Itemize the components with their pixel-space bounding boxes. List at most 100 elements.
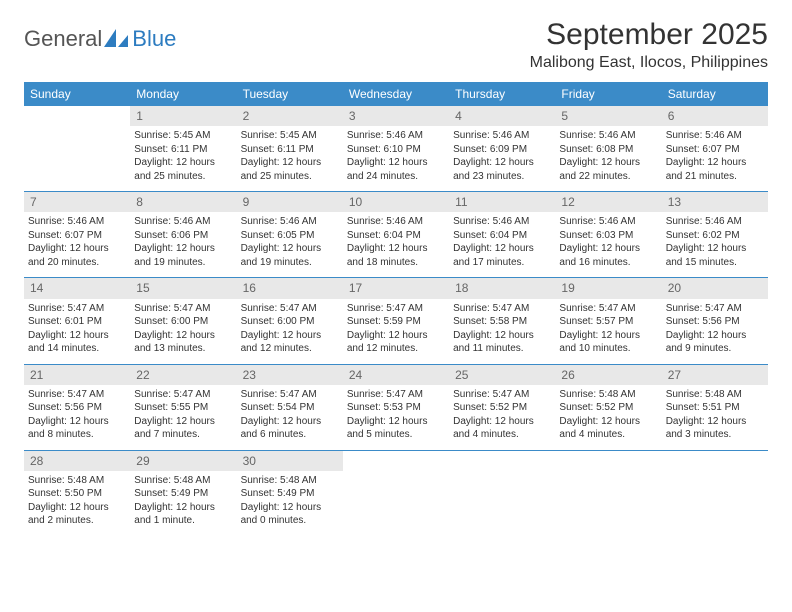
daylight-line-1: Daylight: 12 hours xyxy=(28,501,126,515)
calendar-day-cell: 3Sunrise: 5:46 AMSunset: 6:10 PMDaylight… xyxy=(343,106,449,192)
calendar-day-cell: 25Sunrise: 5:47 AMSunset: 5:52 PMDayligh… xyxy=(449,364,555,450)
calendar-day-cell: 11Sunrise: 5:46 AMSunset: 6:04 PMDayligh… xyxy=(449,192,555,278)
calendar-day-cell xyxy=(343,450,449,536)
daylight-line-2: and 1 minute. xyxy=(134,514,232,528)
sunrise-line: Sunrise: 5:47 AM xyxy=(134,388,232,402)
sunset-line: Sunset: 6:02 PM xyxy=(666,229,764,243)
calendar-week-row: 28Sunrise: 5:48 AMSunset: 5:50 PMDayligh… xyxy=(24,450,768,536)
calendar-day-cell: 13Sunrise: 5:46 AMSunset: 6:02 PMDayligh… xyxy=(662,192,768,278)
calendar-day-cell: 29Sunrise: 5:48 AMSunset: 5:49 PMDayligh… xyxy=(130,450,236,536)
sunset-line: Sunset: 6:08 PM xyxy=(559,143,657,157)
daylight-line-2: and 22 minutes. xyxy=(559,170,657,184)
day-number: 6 xyxy=(662,106,768,126)
calendar-day-cell: 5Sunrise: 5:46 AMSunset: 6:08 PMDaylight… xyxy=(555,106,661,192)
daylight-line-2: and 20 minutes. xyxy=(28,256,126,270)
sunrise-line: Sunrise: 5:47 AM xyxy=(134,302,232,316)
daylight-line-2: and 12 minutes. xyxy=(241,342,339,356)
daylight-line-2: and 25 minutes. xyxy=(241,170,339,184)
sunrise-line: Sunrise: 5:47 AM xyxy=(241,388,339,402)
daylight-line-1: Daylight: 12 hours xyxy=(453,415,551,429)
calendar-day-cell xyxy=(662,450,768,536)
calendar-day-cell xyxy=(449,450,555,536)
daylight-line-1: Daylight: 12 hours xyxy=(666,329,764,343)
sunrise-line: Sunrise: 5:45 AM xyxy=(134,129,232,143)
daylight-line-2: and 17 minutes. xyxy=(453,256,551,270)
daylight-line-1: Daylight: 12 hours xyxy=(666,156,764,170)
calendar-day-cell: 30Sunrise: 5:48 AMSunset: 5:49 PMDayligh… xyxy=(237,450,343,536)
sunset-line: Sunset: 6:00 PM xyxy=(241,315,339,329)
daylight-line-1: Daylight: 12 hours xyxy=(559,242,657,256)
daylight-line-2: and 25 minutes. xyxy=(134,170,232,184)
calendar-day-cell: 15Sunrise: 5:47 AMSunset: 6:00 PMDayligh… xyxy=(130,278,236,364)
daylight-line-2: and 5 minutes. xyxy=(347,428,445,442)
calendar-day-cell: 24Sunrise: 5:47 AMSunset: 5:53 PMDayligh… xyxy=(343,364,449,450)
sunset-line: Sunset: 5:54 PM xyxy=(241,401,339,415)
month-title: September 2025 xyxy=(530,18,768,52)
day-number: 11 xyxy=(449,192,555,212)
sunrise-line: Sunrise: 5:46 AM xyxy=(559,129,657,143)
daylight-line-2: and 23 minutes. xyxy=(453,170,551,184)
daylight-line-1: Daylight: 12 hours xyxy=(28,415,126,429)
daylight-line-1: Daylight: 12 hours xyxy=(559,415,657,429)
sunset-line: Sunset: 5:49 PM xyxy=(134,487,232,501)
daylight-line-2: and 18 minutes. xyxy=(347,256,445,270)
sunrise-line: Sunrise: 5:47 AM xyxy=(559,302,657,316)
weekday-head: Wednesday xyxy=(343,82,449,106)
day-number: 9 xyxy=(237,192,343,212)
calendar-day-cell: 9 Sunrise: 5:46 AMSunset: 6:05 PMDaylight… xyxy=(237,192,343,278)
day-number: 15 xyxy=(130,278,236,298)
sunrise-line: Sunrise: 5:45 AM xyxy=(241,129,339,143)
sunset-line: Sunset: 5:57 PM xyxy=(559,315,657,329)
calendar-day-cell: 4Sunrise: 5:46 AMSunset: 6:09 PMDaylight… xyxy=(449,106,555,192)
daylight-line-1: Daylight: 12 hours xyxy=(453,156,551,170)
day-number: 19 xyxy=(555,278,661,298)
calendar-day-cell: 23Sunrise: 5:47 AMSunset: 5:54 PMDayligh… xyxy=(237,364,343,450)
brand-logo: General Blue xyxy=(24,18,176,52)
calendar-day-cell: 7Sunrise: 5:46 AMSunset: 6:07 PMDaylight… xyxy=(24,192,130,278)
day-number: 8 xyxy=(130,192,236,212)
sunrise-line: Sunrise: 5:46 AM xyxy=(134,215,232,229)
calendar-day-cell: 2Sunrise: 5:45 AMSunset: 6:11 PMDaylight… xyxy=(237,106,343,192)
sunrise-line: Sunrise: 5:46 AM xyxy=(241,215,339,229)
daylight-line-2: and 8 minutes. xyxy=(28,428,126,442)
daylight-line-1: Daylight: 12 hours xyxy=(347,156,445,170)
daylight-line-2: and 10 minutes. xyxy=(559,342,657,356)
sunset-line: Sunset: 5:59 PM xyxy=(347,315,445,329)
sunrise-line: Sunrise: 5:46 AM xyxy=(666,215,764,229)
day-number: 30 xyxy=(237,451,343,471)
daylight-line-1: Daylight: 12 hours xyxy=(134,242,232,256)
sunset-line: Sunset: 6:04 PM xyxy=(453,229,551,243)
day-number xyxy=(449,451,555,471)
daylight-line-2: and 7 minutes. xyxy=(134,428,232,442)
weekday-head: Saturday xyxy=(662,82,768,106)
day-number: 29 xyxy=(130,451,236,471)
calendar-day-cell xyxy=(24,106,130,192)
sunrise-line: Sunrise: 5:48 AM xyxy=(134,474,232,488)
calendar-day-cell: 19Sunrise: 5:47 AMSunset: 5:57 PMDayligh… xyxy=(555,278,661,364)
day-number: 17 xyxy=(343,278,449,298)
day-number: 10 xyxy=(343,192,449,212)
location-label: Malibong East, Ilocos, Philippines xyxy=(530,54,768,72)
day-number: 5 xyxy=(555,106,661,126)
calendar-day-cell: 12Sunrise: 5:46 AMSunset: 6:03 PMDayligh… xyxy=(555,192,661,278)
sunrise-line: Sunrise: 5:47 AM xyxy=(28,388,126,402)
daylight-line-1: Daylight: 12 hours xyxy=(241,501,339,515)
daylight-line-1: Daylight: 12 hours xyxy=(241,242,339,256)
day-number: 22 xyxy=(130,365,236,385)
weekday-head: Monday xyxy=(130,82,236,106)
sunset-line: Sunset: 6:05 PM xyxy=(241,229,339,243)
daylight-line-1: Daylight: 12 hours xyxy=(241,329,339,343)
calendar-week-row: 14Sunrise: 5:47 AMSunset: 6:01 PMDayligh… xyxy=(24,278,768,364)
daylight-line-2: and 0 minutes. xyxy=(241,514,339,528)
daylight-line-1: Daylight: 12 hours xyxy=(347,242,445,256)
weekday-header-row: Sunday Monday Tuesday Wednesday Thursday… xyxy=(24,82,768,106)
sunset-line: Sunset: 5:49 PM xyxy=(241,487,339,501)
sunrise-line: Sunrise: 5:46 AM xyxy=(453,129,551,143)
calendar-week-row: 1Sunrise: 5:45 AMSunset: 6:11 PMDaylight… xyxy=(24,106,768,192)
daylight-line-2: and 19 minutes. xyxy=(134,256,232,270)
daylight-line-1: Daylight: 12 hours xyxy=(28,242,126,256)
logo-text-a: General xyxy=(24,26,102,52)
daylight-line-2: and 2 minutes. xyxy=(28,514,126,528)
sunset-line: Sunset: 6:11 PM xyxy=(241,143,339,157)
daylight-line-1: Daylight: 12 hours xyxy=(453,329,551,343)
